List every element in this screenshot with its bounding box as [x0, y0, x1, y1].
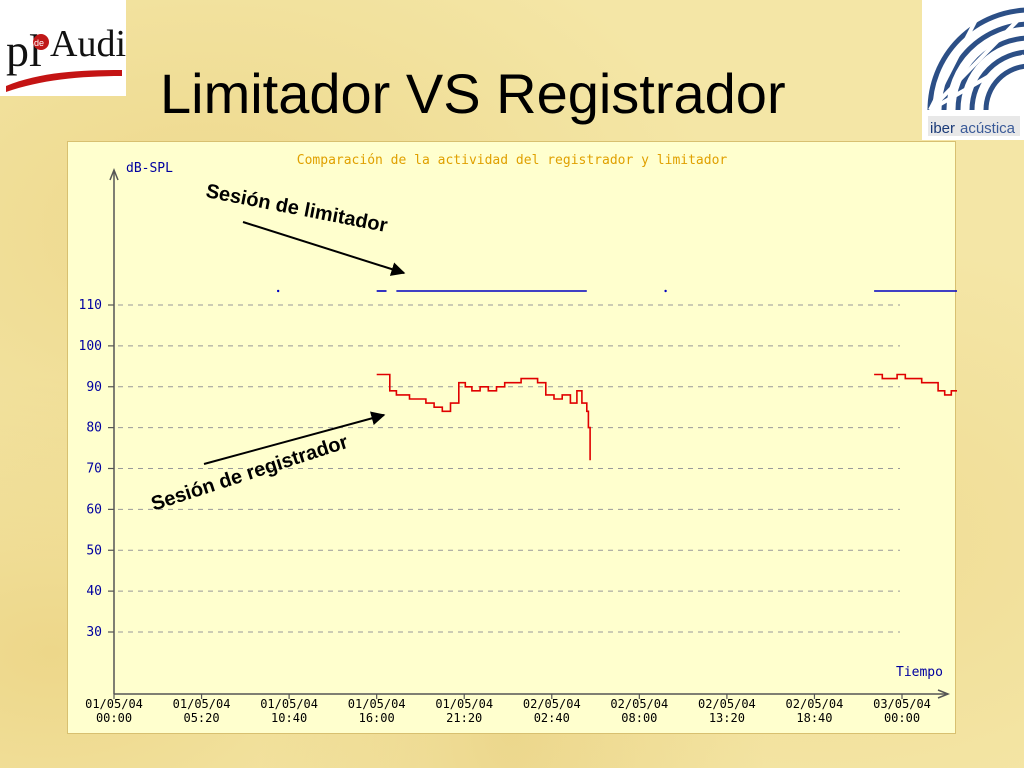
x-tick-label-date: 02/05/04	[786, 697, 844, 711]
x-tick-label-time: 18:40	[796, 711, 832, 725]
y-tick-label: 30	[86, 625, 102, 640]
y-tick-label: 110	[79, 298, 102, 313]
x-tick-label-date: 03/05/04	[873, 697, 931, 711]
recorder-series-1	[376, 373, 591, 461]
recorder-series-2	[874, 373, 957, 396]
x-tick-label-date: 01/05/04	[173, 697, 231, 711]
y-tick-label: 100	[79, 339, 102, 354]
x-tick-label-time: 02:40	[534, 711, 570, 725]
svg-text:pl: pl	[6, 25, 42, 76]
y-tick-label: 40	[86, 584, 102, 599]
x-axis-label: Tiempo	[896, 665, 943, 680]
x-tick-label-date: 01/05/04	[260, 697, 318, 711]
x-tick-label-time: 10:40	[271, 711, 307, 725]
x-tick-label-time: 16:00	[359, 711, 395, 725]
limiter-dot	[664, 289, 667, 293]
x-tick-label-date: 02/05/04	[610, 697, 668, 711]
y-tick-label: 90	[86, 380, 102, 395]
chart-title: Comparación de la actividad del registra…	[297, 153, 728, 168]
x-tick-label-time: 08:00	[621, 711, 657, 725]
y-axis-arrow	[109, 167, 119, 181]
x-tick-label-date: 01/05/04	[348, 697, 406, 711]
x-tick-label-time: 13:20	[709, 711, 745, 725]
x-tick-label-date: 01/05/04	[85, 697, 143, 711]
iberacustica-logo: iber acústica	[922, 0, 1024, 140]
x-tick-label-time: 05:20	[183, 711, 219, 725]
svg-text:de: de	[34, 38, 44, 48]
x-tick-label-time: 00:00	[884, 711, 920, 725]
y-tick-label: 50	[86, 543, 102, 558]
y-tick-label: 60	[86, 502, 102, 517]
x-tick-label-date: 02/05/04	[698, 697, 756, 711]
y-tick-label: 80	[86, 421, 102, 436]
svg-text:acústica: acústica	[960, 120, 1016, 137]
slide-title: Limitador VS Registrador	[160, 62, 786, 125]
x-tick-label-time: 00:00	[96, 711, 132, 725]
y-axis-label: dB-SPL	[126, 161, 173, 176]
x-axis-arrow	[937, 689, 951, 699]
svg-text:iber: iber	[930, 120, 955, 137]
pldeaudio-logo: pl de Audio	[0, 0, 126, 96]
y-tick-label: 70	[86, 462, 102, 477]
line-chart: Comparación de la actividad del registra…	[79, 153, 957, 725]
svg-text:Audio: Audio	[50, 23, 126, 65]
limiter-dot	[276, 289, 280, 293]
chart-panel: Comparación de la actividad del registra…	[67, 141, 957, 734]
x-tick-label-date: 02/05/04	[523, 697, 581, 711]
x-tick-label-time: 21:20	[446, 711, 482, 725]
x-tick-label-date: 01/05/04	[435, 697, 493, 711]
